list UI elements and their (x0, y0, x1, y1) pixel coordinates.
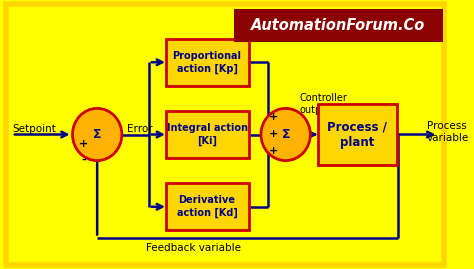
Ellipse shape (73, 108, 122, 161)
FancyBboxPatch shape (165, 111, 249, 158)
Text: +: + (269, 112, 278, 122)
Text: Σ: Σ (282, 128, 290, 141)
Text: +: + (79, 139, 88, 149)
Text: +: + (269, 129, 278, 139)
FancyBboxPatch shape (165, 39, 249, 86)
Text: -: - (82, 155, 86, 165)
Text: Integral action
[Ki]: Integral action [Ki] (166, 123, 247, 146)
Text: AutomationForum.Co: AutomationForum.Co (251, 18, 426, 33)
Text: Process /
plant: Process / plant (328, 120, 387, 149)
Text: Process
variable: Process variable (427, 121, 469, 143)
Text: Feedback variable: Feedback variable (146, 243, 241, 253)
FancyBboxPatch shape (234, 9, 443, 42)
Text: Error: Error (127, 124, 153, 134)
Ellipse shape (261, 108, 310, 161)
FancyBboxPatch shape (318, 104, 397, 165)
FancyBboxPatch shape (165, 183, 249, 230)
Text: Proportional
action [Kp]: Proportional action [Kp] (173, 51, 242, 74)
Text: Setpoint: Setpoint (12, 124, 56, 134)
Text: Σ: Σ (93, 128, 101, 141)
FancyBboxPatch shape (6, 4, 444, 265)
Text: Controller
output: Controller output (299, 93, 347, 115)
Text: +: + (269, 146, 278, 156)
Text: Derivative
action [Kd]: Derivative action [Kd] (177, 195, 237, 218)
